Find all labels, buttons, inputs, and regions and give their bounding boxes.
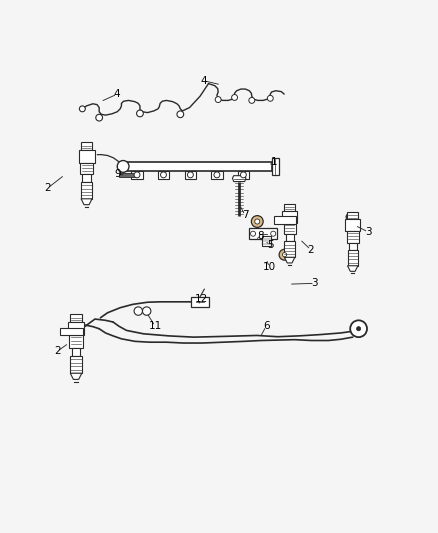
Circle shape (142, 307, 151, 316)
Text: 7: 7 (242, 210, 248, 220)
Text: 2: 2 (44, 183, 51, 193)
Bar (81, 142, 92, 150)
Bar (60, 328, 83, 335)
Bar (78, 150, 95, 163)
Text: 6: 6 (263, 321, 269, 331)
Bar (80, 163, 93, 174)
Bar (70, 356, 82, 373)
Bar (69, 335, 83, 348)
Bar (184, 171, 196, 179)
Bar (274, 216, 296, 224)
Bar (67, 322, 85, 335)
Text: 4: 4 (114, 89, 120, 99)
Circle shape (279, 249, 290, 260)
Circle shape (187, 172, 193, 178)
Bar (345, 220, 360, 231)
Text: 11: 11 (148, 321, 162, 331)
Text: 12: 12 (195, 294, 208, 304)
Circle shape (267, 95, 273, 101)
Bar (211, 171, 223, 179)
Polygon shape (284, 257, 295, 263)
Circle shape (271, 231, 276, 236)
Circle shape (134, 307, 142, 316)
Circle shape (346, 214, 353, 220)
Text: 10: 10 (263, 262, 276, 272)
Circle shape (137, 110, 143, 117)
Text: 2: 2 (307, 245, 314, 255)
Circle shape (161, 172, 166, 178)
Polygon shape (70, 373, 82, 379)
Circle shape (117, 160, 129, 172)
Bar (347, 250, 358, 266)
Text: 1: 1 (270, 157, 277, 167)
Circle shape (177, 111, 184, 118)
Bar (272, 158, 279, 175)
Polygon shape (81, 199, 92, 205)
Circle shape (255, 219, 260, 224)
Bar (237, 171, 249, 179)
Polygon shape (347, 266, 358, 271)
Text: 3: 3 (311, 278, 318, 288)
Bar (70, 314, 82, 322)
Circle shape (249, 98, 255, 103)
Bar (349, 243, 357, 250)
Circle shape (251, 216, 263, 228)
Circle shape (79, 106, 85, 112)
Bar (262, 236, 271, 246)
Text: 5: 5 (268, 240, 274, 249)
Bar (249, 228, 277, 239)
Bar (284, 241, 295, 257)
Bar (82, 174, 91, 182)
Circle shape (134, 172, 140, 178)
Text: 9: 9 (114, 169, 120, 179)
Circle shape (357, 327, 361, 331)
Text: 4: 4 (200, 76, 207, 86)
Text: 3: 3 (365, 227, 371, 237)
Bar (191, 297, 209, 307)
Circle shape (214, 172, 220, 178)
Circle shape (350, 320, 367, 337)
Bar (119, 173, 136, 177)
Circle shape (96, 114, 102, 121)
Circle shape (232, 94, 237, 100)
Bar (347, 212, 358, 220)
Bar (284, 204, 295, 211)
Bar (81, 182, 92, 199)
Bar (123, 162, 272, 171)
Bar (131, 171, 143, 179)
Bar (286, 234, 293, 241)
Circle shape (240, 172, 246, 178)
Bar (282, 211, 297, 223)
Bar (72, 348, 81, 356)
Bar (284, 223, 296, 234)
Polygon shape (233, 176, 246, 182)
Text: 8: 8 (258, 231, 265, 241)
Bar (347, 231, 359, 243)
Text: 2: 2 (54, 346, 60, 357)
Circle shape (215, 96, 221, 102)
Bar (158, 171, 170, 179)
Circle shape (283, 253, 287, 257)
Circle shape (251, 231, 256, 236)
